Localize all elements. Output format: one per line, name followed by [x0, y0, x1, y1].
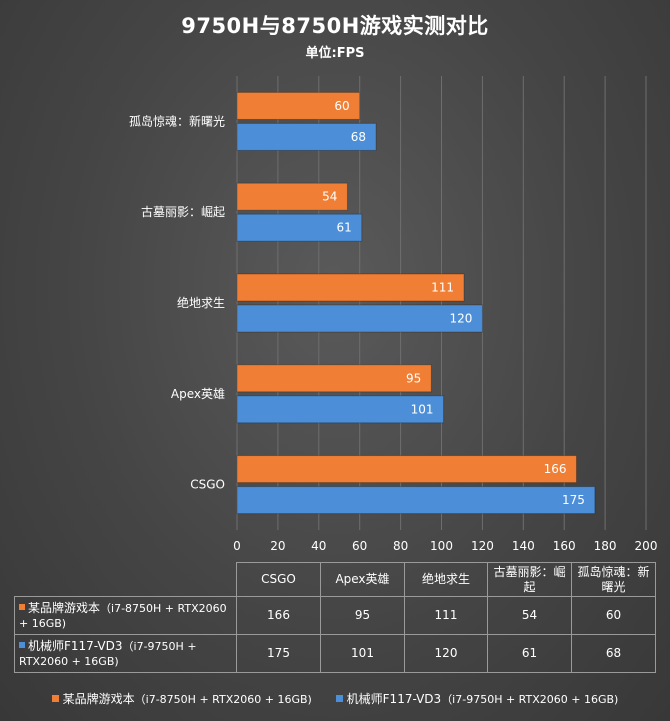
- legend-series-spec: （i7-9750H + RTX2060 + 16GB): [441, 693, 619, 706]
- x-tick-label: 200: [635, 539, 658, 553]
- legend-item: 机械师F117-VD3（i7-9750H + RTX2060 + 16GB): [335, 690, 619, 707]
- chart-subtitle: 单位:FPS: [305, 46, 365, 61]
- bars: [236, 91, 596, 515]
- table-cell: 166: [236, 596, 321, 635]
- x-tick-label: 20: [270, 539, 285, 553]
- bar: [236, 91, 361, 120]
- legend-series-spec: （i7-8750H + RTX2060 + 16GB): [134, 693, 312, 706]
- data-table: CSGO Apex英雄 绝地求生 古墓丽影：崛起 孤岛惊魂：新曙光 某品牌游戏本…: [14, 562, 656, 673]
- legend-series-name: 某品牌游戏本: [62, 692, 135, 706]
- table-col-header: Apex英雄: [320, 562, 405, 597]
- data-label: 95: [406, 371, 421, 385]
- legend-swatch-blue: [335, 695, 343, 702]
- table-cell: 54: [487, 596, 572, 635]
- row-series-spec: （i7-9750H + RTX2060 + 16GB): [19, 639, 197, 668]
- data-label: 111: [431, 281, 454, 295]
- table-cell: 120: [404, 634, 488, 673]
- data-label: 175: [562, 493, 585, 507]
- table-cell: 60: [571, 596, 656, 635]
- table-header-row: CSGO Apex英雄 绝地求生 古墓丽影：崛起 孤岛惊魂：新曙光: [14, 562, 656, 597]
- category-label: Apex英雄: [171, 386, 225, 401]
- row-series-name: 机械师F117-VD3: [28, 638, 123, 653]
- row-series-spec: （i7-8750H + RTX2060 + 16GB): [19, 601, 227, 630]
- bar: [236, 455, 577, 484]
- table-col-header: 古墓丽影：崛起: [487, 562, 572, 597]
- bar: [236, 273, 465, 302]
- table-cell: 101: [320, 634, 405, 673]
- table-cell: 111: [404, 596, 488, 635]
- table-cell: 68: [571, 634, 656, 673]
- series-key-blue: [19, 642, 25, 648]
- table-row-header: 机械师F117-VD3（i7-9750H + RTX2060 + 16GB): [14, 634, 237, 673]
- legend-item: 某品牌游戏本（i7-8750H + RTX2060 + 16GB): [51, 690, 312, 707]
- bar: [236, 364, 432, 393]
- x-tick-label: 0: [233, 539, 241, 553]
- x-tick-label: 160: [553, 539, 576, 553]
- table-col-header: CSGO: [236, 562, 321, 597]
- data-label: 68: [351, 130, 366, 144]
- table-col-header: 绝地求生: [404, 562, 488, 597]
- chart-legend: 某品牌游戏本（i7-8750H + RTX2060 + 16GB) 机械师F11…: [0, 690, 670, 707]
- data-label: 101: [411, 402, 434, 416]
- table-corner-cell: [14, 562, 237, 597]
- table-col-header: 孤岛惊魂：新曙光: [571, 562, 656, 597]
- x-tick-label: 180: [594, 539, 617, 553]
- legend-swatch-orange: [51, 695, 59, 702]
- bar: [236, 122, 377, 151]
- bar: [236, 486, 596, 515]
- table-row: 某品牌游戏本（i7-8750H + RTX2060 + 16GB) 166 95…: [14, 596, 656, 635]
- row-series-name: 某品牌游戏本: [28, 600, 101, 615]
- category-label: 绝地求生: [177, 295, 225, 310]
- category-label: 孤岛惊魂：新曙光: [129, 113, 225, 128]
- data-label: 61: [336, 221, 351, 235]
- table-cell: 175: [236, 634, 321, 673]
- bar: [236, 213, 363, 242]
- table-row-header: 某品牌游戏本（i7-8750H + RTX2060 + 16GB): [14, 596, 237, 635]
- data-label: 166: [544, 462, 567, 476]
- bar: [236, 182, 348, 211]
- bar: [236, 395, 445, 424]
- x-tick-label: 40: [311, 539, 326, 553]
- bar: [236, 304, 483, 333]
- table-cell: 61: [487, 634, 572, 673]
- category-label: 古墓丽影：崛起: [141, 204, 225, 219]
- data-label: 120: [449, 312, 472, 326]
- table-cell: 95: [320, 596, 405, 635]
- x-axis-ticks: 0 20 40 60 80 100 120 140 160 180 200: [233, 539, 657, 553]
- x-tick-label: 140: [512, 539, 535, 553]
- x-tick-label: 120: [471, 539, 494, 553]
- grid-lines: [236, 76, 647, 530]
- series-key-orange: [19, 604, 25, 610]
- legend-series-name: 机械师F117-VD3: [346, 692, 442, 706]
- chart-title: 9750H与8750H游戏实测对比: [181, 14, 489, 38]
- bar-chart: 60 68 54 61 111 120 95 101 166 175 孤岛惊魂：新曙光古墓丽影：崛…: [129, 76, 657, 553]
- data-label: 54: [322, 190, 337, 204]
- table-row: 机械师F117-VD3（i7-9750H + RTX2060 + 16GB) 1…: [14, 634, 656, 673]
- x-tick-label: 80: [393, 539, 408, 553]
- data-label: 60: [334, 99, 349, 113]
- category-label: CSGO: [190, 478, 225, 492]
- data-labels: 60 68 54 61 111 120 95 101 166 175: [322, 99, 585, 507]
- x-tick-label: 60: [352, 539, 367, 553]
- x-tick-label: 100: [430, 539, 453, 553]
